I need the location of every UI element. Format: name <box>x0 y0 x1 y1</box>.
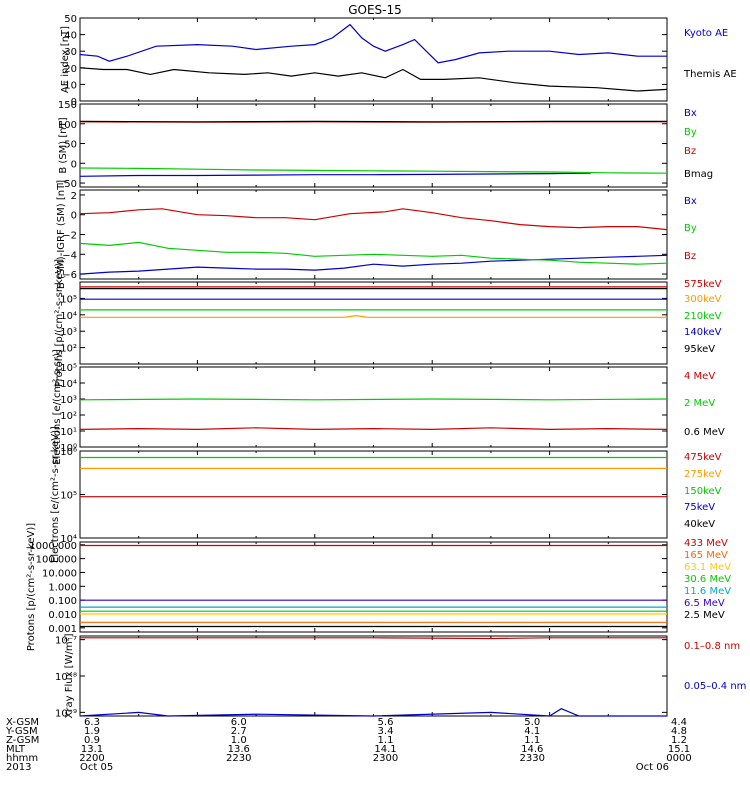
legend-entry: 165 MeV <box>684 550 728 561</box>
series-line <box>80 168 667 173</box>
panel-frame <box>80 367 667 447</box>
panel-frame <box>80 451 667 538</box>
legend-entry: 30.6 MeV <box>684 574 731 585</box>
legend-entry: Kyoto AE <box>684 28 728 39</box>
legend-entry: Bmag <box>684 169 713 180</box>
legend-entry: 150keV <box>684 486 722 497</box>
panel-frame <box>80 18 667 101</box>
series-line <box>80 209 667 230</box>
y-tick-label: 150 <box>58 100 77 111</box>
legend-entry: 475keV <box>684 452 722 463</box>
series-line <box>80 399 667 400</box>
x-axis-value: 2230 <box>226 753 251 764</box>
x-axis-value: Oct 05 <box>80 762 113 773</box>
panel-7: 0.0010.0100.1001.00010.000100.0001000.00… <box>26 523 731 651</box>
x-axis-value: 2330 <box>520 753 545 764</box>
series-line <box>80 316 667 318</box>
x-axis-row-label: 2013 <box>6 762 31 773</box>
legend-entry: 433 MeV <box>684 538 728 549</box>
y-axis-label: AE index [nT] <box>60 26 71 93</box>
legend-entry: 11.6 MeV <box>684 586 731 597</box>
legend-entry: 210keV <box>684 311 722 322</box>
legend-entry: By <box>684 127 697 138</box>
series-line <box>80 173 591 176</box>
series-line <box>80 242 667 264</box>
x-axis-value: 0000 <box>666 753 691 764</box>
legend-entry: Bx <box>684 196 697 207</box>
y-tick-label: 1.000 <box>48 582 77 593</box>
legend-entry: By <box>684 223 697 234</box>
x-axis-value: Oct 06 <box>636 762 669 773</box>
legend-entry: 300keV <box>684 294 722 305</box>
legend-entry: Bz <box>684 146 696 157</box>
y-tick-label: 0.100 <box>48 596 77 607</box>
panel-frame <box>80 282 667 364</box>
legend-entry: 275keV <box>684 469 722 480</box>
legend-entry: Bx <box>684 108 697 119</box>
series-line <box>80 428 667 430</box>
chart-title: GOES-15 <box>348 3 402 17</box>
legend-entry: 40keV <box>684 519 715 530</box>
y-tick-label: 2 <box>71 191 77 202</box>
series-line <box>80 68 667 91</box>
y-tick-label: 0 <box>71 211 77 222</box>
y-tick-label: 10⁵ <box>60 491 77 502</box>
y-axis-label: Xray Flux [W/m²] <box>64 633 75 718</box>
y-tick-label: 0 <box>71 159 77 170</box>
legend-entry: 575keV <box>684 279 722 290</box>
legend-entry: 2 MeV <box>684 398 715 409</box>
panel-frame <box>80 190 667 279</box>
legend-entry: 2.5 MeV <box>684 610 725 621</box>
legend-entry: 6.5 MeV <box>684 598 725 609</box>
x-axis-value: 2300 <box>373 753 398 764</box>
legend-entry: 4 MeV <box>684 371 715 382</box>
legend-entry: 75keV <box>684 502 715 513</box>
legend-entry: 140keV <box>684 327 722 338</box>
y-tick-label: 0.001 <box>48 624 77 635</box>
y-axis-label: B (SM) [nT] <box>58 117 69 173</box>
panel-frame <box>80 636 667 716</box>
y-tick-label: 50 <box>64 14 77 25</box>
legend-entry: 95keV <box>684 344 715 355</box>
y-tick-label: 10.000 <box>42 568 77 579</box>
legend-entry: 63.1 MeV <box>684 562 731 573</box>
legend-entry: 0.1–0.8 nm <box>684 641 740 652</box>
legend-entry: 0.05–0.4 nm <box>684 681 746 692</box>
y-axis-label: Protons [p/(cm²-s-sr-keV)] <box>26 523 37 651</box>
y-tick-label: 0.010 <box>48 610 77 621</box>
legend-entry: Bz <box>684 251 696 262</box>
series-line <box>80 638 667 639</box>
panel-frame <box>80 542 667 632</box>
legend-entry: Themis AE <box>683 69 737 80</box>
series-line <box>80 255 667 274</box>
legend-entry: 0.6 MeV <box>684 427 725 438</box>
series-line <box>80 25 667 63</box>
y-tick-label: 100.000 <box>36 555 77 566</box>
y-tick-label: 10⁶ <box>60 447 77 458</box>
x-axis-table: X-GSMY-GSMZ-GSMMLThhmm20136.31.90.913.12… <box>5 717 692 773</box>
